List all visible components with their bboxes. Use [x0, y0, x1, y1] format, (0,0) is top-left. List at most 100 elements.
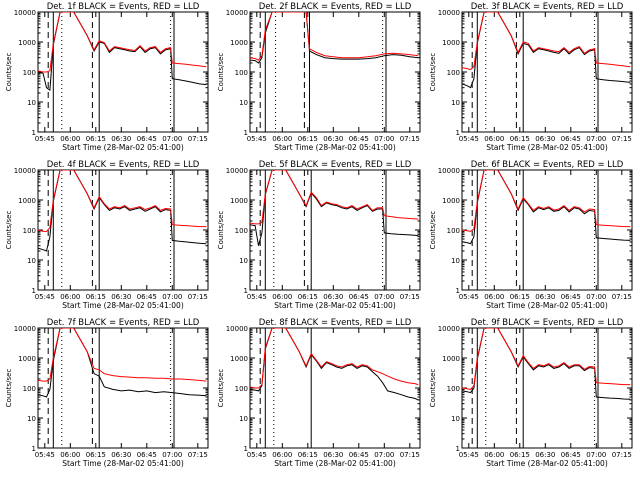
- y-tick-label: 1: [456, 287, 460, 295]
- x-axis-label: Start Time (28-Mar-02 05:41:00): [62, 459, 184, 468]
- x-tick-label: 07:15: [188, 135, 208, 143]
- y-tick-label: 100: [23, 69, 36, 77]
- lld-series-line: [462, 170, 631, 232]
- y-tick-label: 10: [239, 415, 248, 423]
- x-tick-label: 06:45: [349, 451, 369, 459]
- x-tick-label: 06:45: [349, 135, 369, 143]
- y-tick-label: 100: [23, 385, 36, 393]
- y-tick-label: 10: [27, 257, 36, 265]
- panel-7: Det. 7f BLACK = Events, RED = LLD 1 10 100 1…: [5, 318, 209, 468]
- x-tick-label: 06:30: [535, 293, 555, 301]
- panel-title: Det. 5f BLACK = Events, RED = LLD: [259, 160, 412, 170]
- y-tick-label: 10000: [226, 9, 248, 17]
- panel-9: Det. 9f BLACK = Events, RED = LLD 1 10 100 1…: [429, 318, 633, 468]
- x-tick-label: 06:45: [137, 293, 157, 301]
- x-tick-label: 06:00: [484, 293, 504, 301]
- x-tick-label: 06:00: [272, 451, 292, 459]
- x-tick-label: 07:00: [586, 293, 606, 301]
- x-axis-label: Start Time (28-Mar-02 05:41:00): [274, 143, 396, 152]
- y-axis-label: Counts/sec: [217, 369, 225, 408]
- y-tick-label: 1: [244, 445, 248, 453]
- x-tick-label: 06:15: [298, 293, 318, 301]
- x-tick-label: 06:30: [323, 451, 343, 459]
- plot-frame: [37, 169, 209, 291]
- x-tick-label: 05:45: [459, 451, 479, 459]
- y-tick-label: 10000: [226, 167, 248, 175]
- x-tick-label: 05:45: [35, 451, 55, 459]
- x-tick-label: 06:30: [111, 293, 131, 301]
- panel-8: Det. 8f BLACK = Events, RED = LLD 1 10 100 1…: [217, 318, 421, 468]
- lld-series-line: [250, 170, 419, 225]
- panel-1: Det. 1f BLACK = Events, RED = LLD 1 10 100 1…: [5, 2, 209, 152]
- x-tick-label: 07:00: [374, 451, 394, 459]
- x-tick-label: 07:00: [162, 451, 182, 459]
- events-series-line: [250, 328, 419, 401]
- x-tick-label: 06:00: [60, 451, 80, 459]
- panel-title: Det. 4f BLACK = Events, RED = LLD: [47, 160, 200, 170]
- x-tick-label: 06:00: [272, 293, 292, 301]
- lld-series-line: [38, 328, 207, 382]
- y-tick-label: 100: [23, 227, 36, 235]
- y-tick-label: 1000: [18, 39, 36, 47]
- lld-series-line: [250, 328, 419, 389]
- x-tick-label: 07:15: [612, 293, 632, 301]
- x-tick-label: 06:15: [86, 135, 106, 143]
- y-tick-label: 10000: [14, 167, 36, 175]
- y-tick-label: 100: [447, 69, 460, 77]
- x-tick-label: 06:45: [561, 451, 581, 459]
- plot-frame: [37, 327, 209, 449]
- y-tick-label: 10: [451, 257, 460, 265]
- y-axis-label: Counts/sec: [429, 53, 437, 92]
- x-tick-label: 07:15: [612, 135, 632, 143]
- x-tick-label: 06:00: [60, 293, 80, 301]
- lld-series-line: [462, 12, 631, 71]
- series-group: [38, 170, 207, 252]
- x-tick-label: 07:15: [400, 451, 420, 459]
- panel-title: Det. 7f BLACK = Events, RED = LLD: [47, 318, 200, 328]
- y-tick-label: 1000: [442, 355, 460, 363]
- plot-frame: [249, 327, 421, 449]
- x-tick-label: 07:00: [162, 293, 182, 301]
- series-group: [462, 170, 631, 245]
- y-tick-label: 10: [451, 99, 460, 107]
- x-tick-label: 07:00: [162, 135, 182, 143]
- x-axis-label: Start Time (28-Mar-02 05:41:00): [486, 459, 608, 468]
- x-tick-label: 06:30: [535, 451, 555, 459]
- x-axis-label: Start Time (28-Mar-02 05:41:00): [274, 301, 396, 310]
- y-tick-label: 100: [447, 227, 460, 235]
- events-series-line: [250, 170, 419, 246]
- x-tick-label: 06:30: [323, 293, 343, 301]
- events-series-line: [462, 12, 631, 89]
- y-tick-label: 1: [32, 287, 36, 295]
- x-tick-label: 05:45: [247, 451, 267, 459]
- plot-frame: [461, 11, 633, 133]
- y-tick-label: 1: [32, 129, 36, 137]
- x-tick-label: 06:45: [561, 135, 581, 143]
- panel-title: Det. 8f BLACK = Events, RED = LLD: [259, 318, 412, 328]
- x-tick-label: 06:00: [484, 451, 504, 459]
- plot-frame: [249, 169, 421, 291]
- series-group: [250, 12, 419, 64]
- series-group: [38, 12, 207, 92]
- y-tick-label: 1000: [230, 355, 248, 363]
- panel-title: Det. 9f BLACK = Events, RED = LLD: [471, 318, 624, 328]
- x-tick-label: 06:45: [137, 135, 157, 143]
- y-tick-label: 10000: [14, 9, 36, 17]
- series-group: [462, 12, 631, 89]
- x-tick-label: 06:45: [349, 293, 369, 301]
- events-series-line: [462, 328, 631, 400]
- y-tick-label: 10000: [226, 325, 248, 333]
- y-tick-label: 1: [32, 445, 36, 453]
- x-tick-label: 06:15: [510, 451, 530, 459]
- x-tick-label: 07:15: [188, 451, 208, 459]
- events-series-line: [38, 328, 207, 398]
- x-tick-label: 07:15: [188, 293, 208, 301]
- x-tick-label: 06:30: [111, 135, 131, 143]
- y-tick-label: 1000: [18, 355, 36, 363]
- x-tick-label: 05:45: [247, 293, 267, 301]
- x-axis-label: Start Time (28-Mar-02 05:41:00): [486, 301, 608, 310]
- x-axis-label: Start Time (28-Mar-02 05:41:00): [62, 301, 184, 310]
- plot-frame: [461, 169, 633, 291]
- x-tick-label: 05:45: [459, 135, 479, 143]
